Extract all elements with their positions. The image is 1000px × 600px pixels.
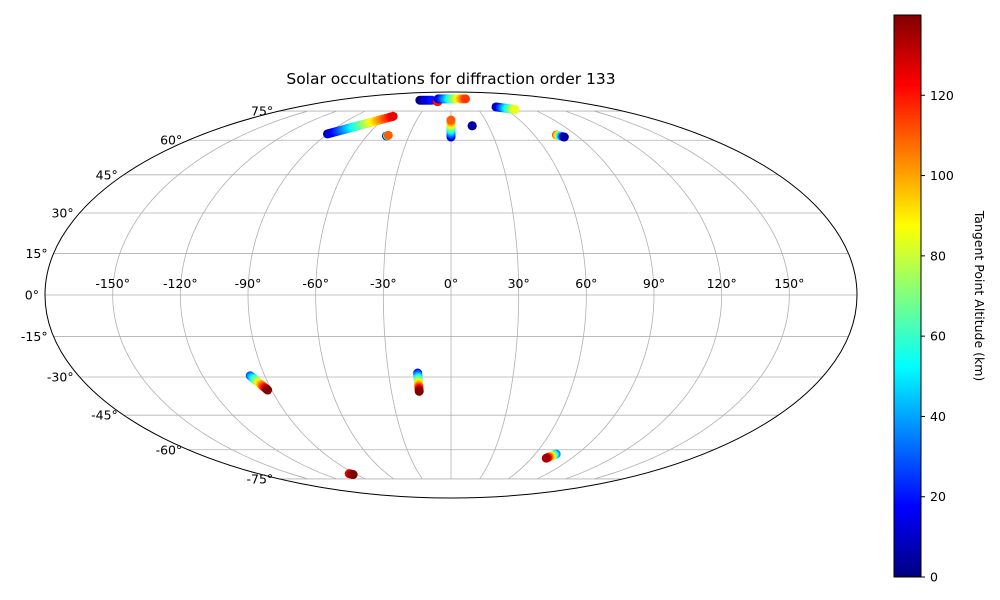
colorbar-tick-label: 60: [930, 329, 946, 344]
longitude-tick-label: -30°: [370, 276, 397, 291]
longitude-gridline: [315, 110, 394, 480]
latitude-tick-label: 15°: [25, 246, 47, 261]
data-point: [348, 470, 358, 480]
colorbar-tick-label: 0: [930, 570, 938, 585]
data-point: [461, 94, 471, 104]
longitude-grid: [112, 110, 790, 480]
colorbar-tick-label: 40: [930, 409, 946, 424]
latitude-tick-label: -15°: [21, 329, 48, 344]
map-boundary: [44, 91, 858, 499]
longitude-tick-label: -120°: [163, 276, 198, 291]
latitude-tick-label: -75°: [247, 471, 274, 486]
longitude-tick-label: -60°: [302, 276, 329, 291]
longitude-gridline: [382, 110, 423, 480]
longitude-tick-label: 30°: [508, 276, 530, 291]
latitude-tick-label: 30°: [51, 205, 73, 220]
longitude-tick-labels: -150° -120° -90° -60° -30° 0° 30° 60° 90° 120° 150…: [95, 276, 804, 291]
latitude-tick-labels: -75° -60° -45° -30° -15° 0° 15° 30° 45° 60° 75°: [21, 104, 273, 487]
data-point: [388, 111, 398, 121]
data-point: [541, 453, 551, 463]
data-point: [414, 386, 424, 396]
latitude-tick-label: -60°: [156, 442, 183, 457]
colorbar-label: Tangent Point Altitude (km): [972, 210, 987, 382]
longitude-gridline: [479, 110, 520, 480]
longitude-tick-label: 90°: [643, 276, 665, 291]
colorbar-tick-label: 80: [930, 248, 946, 263]
data-point: [263, 385, 273, 395]
data-point: [383, 130, 393, 140]
longitude-gridline: [247, 110, 366, 480]
latitude-tick-label: -45°: [91, 408, 118, 423]
latitude-tick-label: 45°: [96, 167, 118, 182]
data-point: [559, 132, 569, 142]
longitude-tick-label: -90°: [235, 276, 262, 291]
latitude-tick-label: 60°: [160, 133, 182, 148]
longitude-gridline: [179, 110, 337, 480]
longitude-tick-label: 150°: [774, 276, 804, 291]
data-point: [467, 121, 477, 131]
colorbar: [893, 14, 922, 578]
latitude-tick-label: -30°: [47, 370, 74, 385]
longitude-tick-label: 120°: [707, 276, 737, 291]
colorbar-tick-label: 120: [930, 88, 954, 103]
data-point: [510, 104, 520, 114]
latitude-tick-label: 75°: [251, 104, 273, 119]
longitude-tick-label: -150°: [95, 276, 130, 291]
chart-title: Solar occultations for diffraction order…: [286, 70, 615, 88]
colorbar-tick-label: 100: [930, 168, 954, 183]
longitude-tick-label: 0°: [444, 276, 458, 291]
colorbar-tick-label: 20: [930, 489, 946, 504]
occultation-points: [245, 94, 569, 480]
latitude-tick-label: 0°: [25, 288, 39, 303]
colorbar-ticks: 0 20 40 60 80 100 120: [921, 88, 954, 585]
data-point: [446, 115, 456, 125]
longitude-gridline: [508, 110, 587, 480]
longitude-gridline: [112, 110, 308, 480]
longitude-gridline: [594, 110, 790, 480]
longitude-gridline: [565, 110, 723, 480]
longitude-gridline: [536, 110, 655, 480]
longitude-tick-label: 60°: [575, 276, 597, 291]
